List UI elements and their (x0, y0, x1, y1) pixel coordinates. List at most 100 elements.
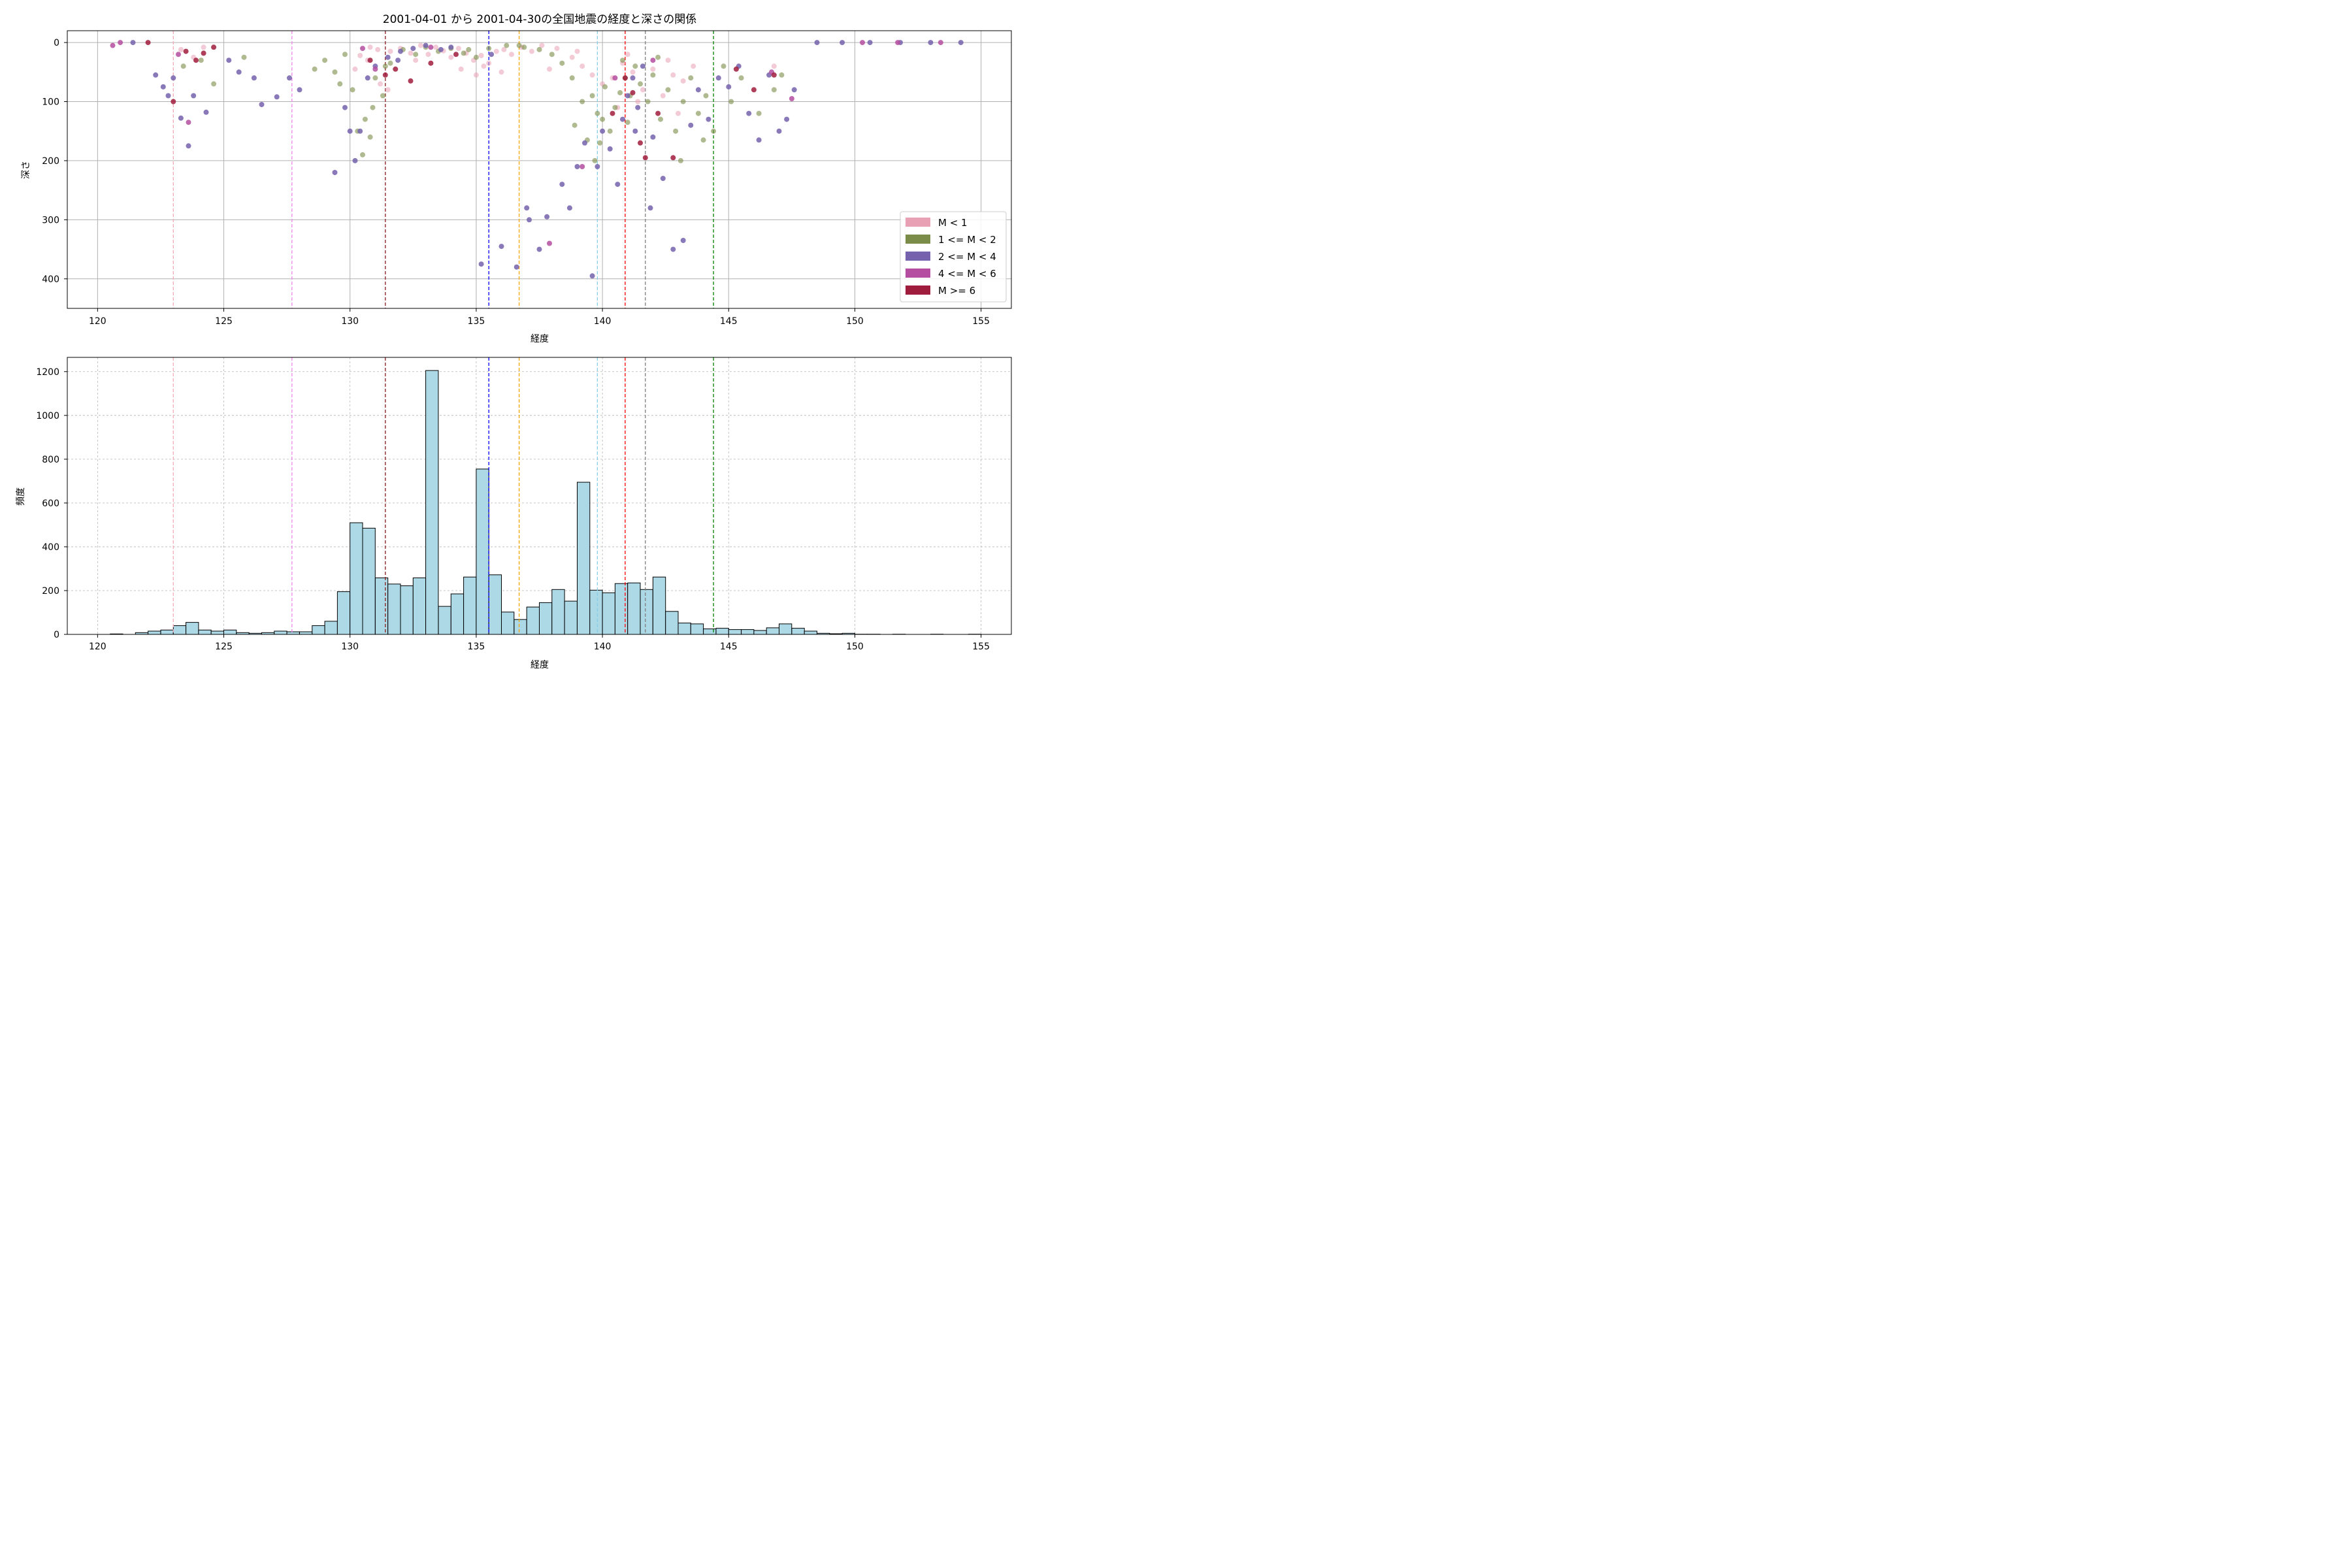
scatter-point (695, 110, 701, 116)
scatter-point (498, 244, 504, 250)
scatter-panel: 2001-04-01 から 2001-04-30の全国地震の経度と深さの関係 1… (21, 13, 1012, 344)
scatter-point (236, 69, 242, 75)
scatter-point (589, 93, 595, 99)
scatter-legend: M < 1 1 <= M < 2 2 <= M < 4 4 <= M < 6 M >= … (900, 211, 1007, 302)
legend-swatch (906, 218, 930, 227)
histogram-bar (223, 629, 237, 635)
histogram-bar (577, 482, 591, 635)
scatter-point (592, 157, 598, 163)
scatter-point (539, 42, 545, 48)
legend-label: M < 1 (938, 217, 968, 229)
histogram-bar (753, 630, 767, 635)
scatter-point (638, 81, 643, 87)
scatter-point (448, 54, 454, 60)
scatter-point (655, 54, 661, 60)
scatter-point (521, 44, 527, 50)
scatter-point (895, 40, 901, 46)
histogram-x-tick-label: 145 (720, 642, 738, 652)
scatter-x-tick-label: 120 (89, 316, 106, 327)
histogram-bar (564, 600, 578, 635)
legend-label: 4 <= M < 6 (938, 268, 996, 280)
scatter-point (478, 53, 484, 58)
scatter-point (417, 42, 423, 48)
histogram-bar (387, 583, 401, 635)
histogram-bar (690, 623, 704, 635)
scatter-point (625, 93, 630, 99)
scatter-point (211, 81, 217, 87)
scatter-point (680, 78, 686, 84)
scatter-point (630, 75, 636, 81)
scatter-point (332, 170, 338, 175)
scatter-point (486, 60, 492, 66)
histogram-bar (312, 625, 325, 635)
histogram-bar (362, 527, 376, 635)
scatter-point (478, 261, 484, 267)
histogram-x-tick-label: 135 (468, 642, 485, 652)
histogram-bar (450, 593, 465, 635)
scatter-point (580, 164, 585, 169)
scatter-point (489, 52, 495, 57)
scatter-point (673, 128, 679, 134)
scatter-y-ticks: 0 100 200 300 400 (42, 38, 67, 285)
scatter-point (620, 57, 625, 63)
scatter-point (153, 72, 159, 78)
histogram-bar (551, 589, 565, 635)
legend-label: M >= 6 (938, 285, 975, 297)
scatter-point (378, 81, 384, 87)
scatter-point (612, 75, 618, 81)
scatter-point (625, 52, 630, 57)
scatter-point (481, 63, 487, 69)
histogram-y-tick-label: 800 (42, 455, 59, 465)
scatter-point (691, 63, 696, 69)
histogram-bar (160, 629, 174, 635)
scatter-point (642, 155, 648, 161)
scatter-point (746, 110, 752, 116)
legend-label: 1 <= M < 2 (938, 234, 996, 246)
scatter-x-tick-label: 125 (215, 316, 233, 327)
scatter-point (640, 87, 645, 93)
histogram-bar (488, 574, 502, 635)
legend-swatch (906, 286, 930, 295)
scatter-point (110, 42, 116, 48)
scatter-point (130, 40, 136, 46)
scatter-point (544, 214, 550, 220)
scatter-point (536, 246, 542, 252)
scatter-x-ticks: 120 125 130 135 140 145 150 155 (89, 308, 990, 327)
scatter-point (597, 140, 603, 146)
scatter-point (650, 134, 656, 140)
scatter-point (514, 264, 519, 270)
figure: 2001-04-01 から 2001-04-30の全国地震の経度と深さの関係 1… (16, 13, 1012, 670)
scatter-point (650, 66, 656, 72)
scatter-point (536, 46, 542, 52)
scatter-point (183, 48, 189, 54)
scatter-point (776, 128, 782, 134)
scatter-x-label: 経度 (531, 334, 549, 344)
scatter-point (461, 50, 466, 56)
scatter-point (602, 84, 608, 90)
histogram-y-tick-label: 400 (42, 542, 59, 553)
scatter-point (527, 217, 532, 223)
scatter-point (337, 81, 343, 87)
histogram-bar (627, 582, 641, 635)
histogram-y-ticks: 0 200 400 600 800 1000 1200 (36, 367, 67, 640)
histogram-bar (286, 631, 300, 635)
scatter-point (670, 72, 676, 78)
scatter-point (680, 99, 686, 105)
scatter-point (387, 60, 393, 66)
scatter-point (395, 57, 401, 63)
histogram-bar (148, 630, 161, 635)
scatter-point (635, 105, 641, 110)
scatter-point (738, 75, 744, 81)
histogram-x-tick-label: 125 (215, 642, 233, 652)
scatter-point (632, 63, 638, 69)
scatter-point (473, 54, 479, 60)
histogram-bar (728, 629, 742, 635)
scatter-point (660, 176, 666, 182)
histogram-x-ticks: 120 125 130 135 140 145 150 155 (89, 634, 990, 652)
scatter-point (779, 72, 785, 78)
scatter-point (607, 146, 613, 152)
scatter-point (589, 273, 595, 279)
scatter-point (756, 110, 762, 116)
scatter-point (201, 50, 206, 56)
scatter-y-tick-label: 100 (42, 97, 59, 108)
